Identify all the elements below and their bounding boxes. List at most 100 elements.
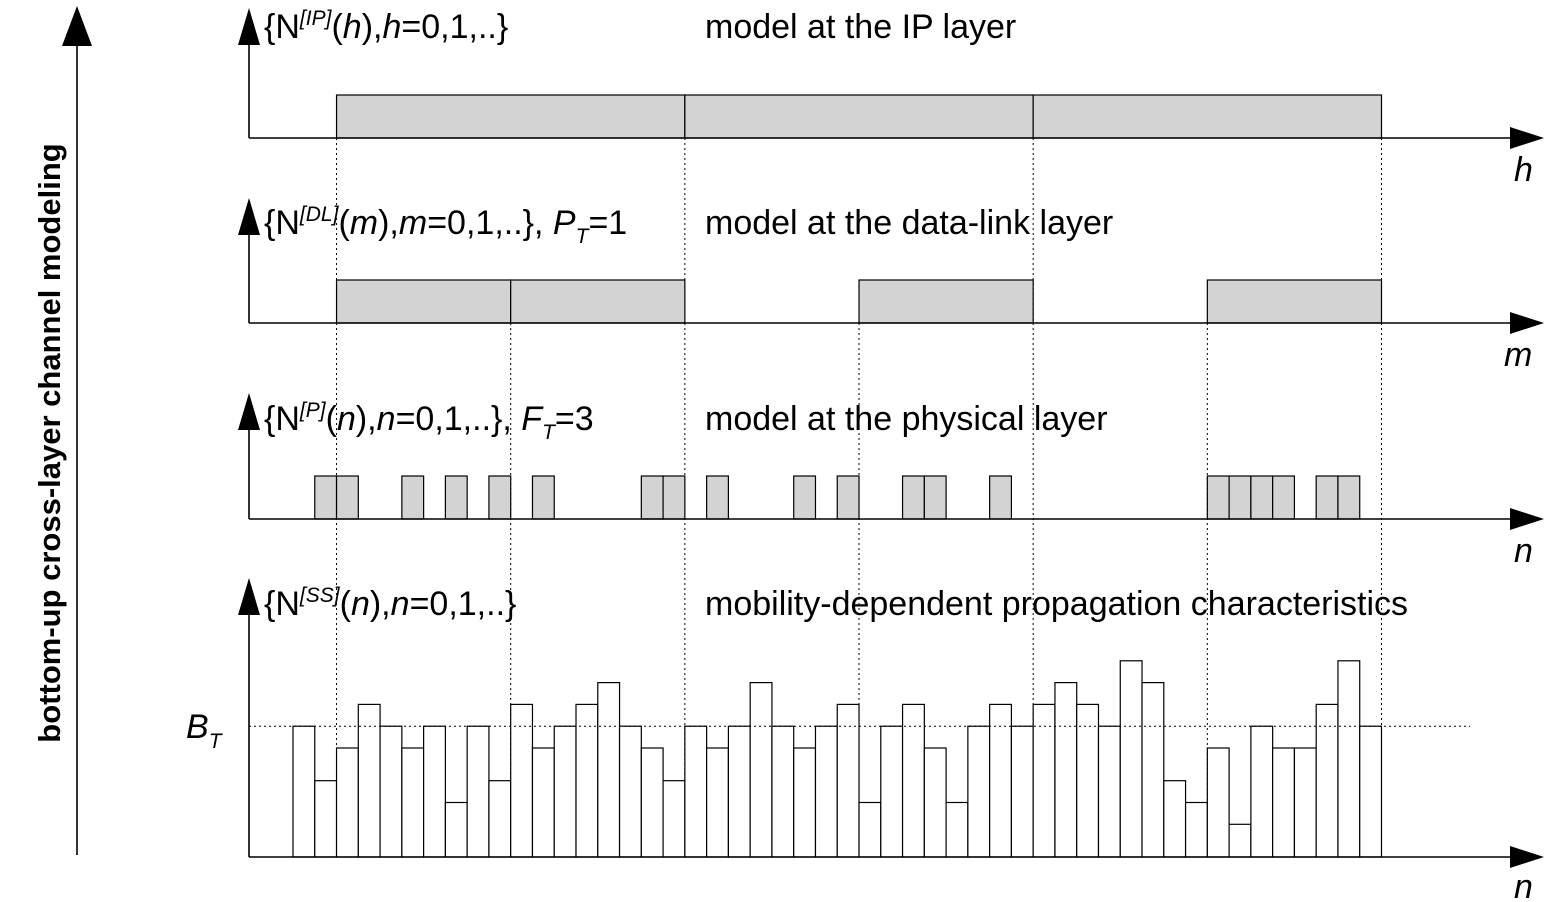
datalink-series-label: {N[DL](m),m=0,1,..}, PT=1 [264,203,627,248]
physical-block [793,475,817,520]
physical-block [335,475,359,520]
signal-bar [1315,703,1339,858]
signal-bar [1272,747,1296,858]
signal-bar [1097,725,1121,858]
signal-bar [967,725,991,858]
datalink-layer-description: model at the data-link layer [705,204,1113,242]
signal-bar [466,725,490,858]
datalink-blocks [335,279,1383,324]
signal-bar [749,681,773,858]
signal-bar [1141,681,1165,858]
signal-axis-variable: n [1514,868,1533,902]
threshold-label: BT [186,708,224,753]
signal-bar [1184,801,1208,858]
signal-bar [531,747,555,858]
side-arrow-head [62,6,92,46]
datalink-axis-variable: m [1504,336,1532,374]
signal-bar [1119,660,1143,858]
physical-block [1250,475,1274,520]
signal-bar [923,747,947,858]
signal-bar [314,780,338,858]
signal-bar [401,747,425,858]
signal-bar [488,780,512,858]
signal-x-arrow-head [1510,846,1544,868]
signal-bar [727,725,751,858]
signal-bar [814,725,838,858]
physical-x-arrow-head [1510,508,1544,530]
signal-bar [618,725,642,858]
physical-block [1272,475,1296,520]
ip-layer-panel: {N[IP](h),h=0,1,..} model at the IP laye… [238,7,1544,189]
signal-bar [1054,681,1078,858]
physical-block [1315,475,1339,520]
signal-series-label: {N[SS](n),n=0,1,..} [264,584,516,623]
physical-axis-variable: n [1514,532,1533,570]
physical-block [488,475,512,520]
signal-bar [901,703,925,858]
signal-bar [836,703,860,858]
signal-bar [706,747,730,858]
physical-block [662,475,686,520]
physical-block [706,475,730,520]
physical-block [401,475,425,520]
physical-block [989,475,1013,520]
signal-bar [1250,725,1274,858]
datalink-block [510,279,686,324]
physical-block [836,475,860,520]
datalink-x-arrow-head [1510,312,1544,334]
physical-block [1228,475,1252,520]
signal-bar [1032,703,1056,858]
signal-bar [1010,725,1034,858]
physical-block [531,475,555,520]
ip-block [684,94,1034,139]
datalink-y-arrow-head [238,198,260,235]
physical-block [640,475,664,520]
ip-x-arrow-head [1510,127,1544,149]
ip-series-label: {N[IP](h),h=0,1,..} [264,7,508,46]
signal-bar [684,725,708,858]
physical-block [1206,475,1230,520]
side-title: bottom-up cross-layer channel modeling [32,143,67,742]
ip-axis-variable: h [1514,151,1533,189]
ip-y-arrow-head [238,8,260,45]
physical-block [1337,475,1361,520]
signal-bar [575,703,599,858]
signal-layer-description: mobility-dependent propagation character… [705,585,1408,623]
signal-bar [335,747,359,858]
signal-bar [640,747,664,858]
physical-blocks [314,475,1361,520]
signal-bar [379,725,403,858]
signal-bar [945,801,969,858]
ip-block [335,94,686,139]
signal-bar [1228,823,1252,858]
signal-bar [597,681,621,858]
signal-bar [662,780,686,858]
signal-bar [510,703,534,858]
physical-block [444,475,468,520]
ip-layer-description: model at the IP layer [705,8,1016,46]
signal-bars [292,660,1383,858]
datalink-block [1206,279,1383,324]
signal-bar [858,801,882,858]
signal-bar [1293,747,1317,858]
physical-block [901,475,925,520]
signal-bar [1076,703,1100,858]
datalink-block [858,279,1034,324]
datalink-layer-panel: {N[DL](m),m=0,1,..}, PT=1 model at the d… [238,198,1544,374]
ip-blocks [335,94,1383,139]
signal-bar [357,703,381,858]
signal-bar [1359,725,1383,858]
signal-bar [423,725,446,858]
physical-block [314,475,338,520]
signal-bar [553,725,577,858]
physical-y-arrow-head [238,393,260,430]
datalink-block [335,279,512,324]
signal-bar [1163,780,1187,858]
ip-block [1032,94,1383,139]
signal-bar [880,725,904,858]
physical-layer-description: model at the physical layer [705,400,1108,438]
signal-layer-panel: {N[SS](n),n=0,1,..} mobility-dependent p… [186,578,1544,902]
physical-series-label: {N[P](n),n=0,1,..}, FT=3 [264,399,594,444]
signal-bar [1337,660,1361,858]
